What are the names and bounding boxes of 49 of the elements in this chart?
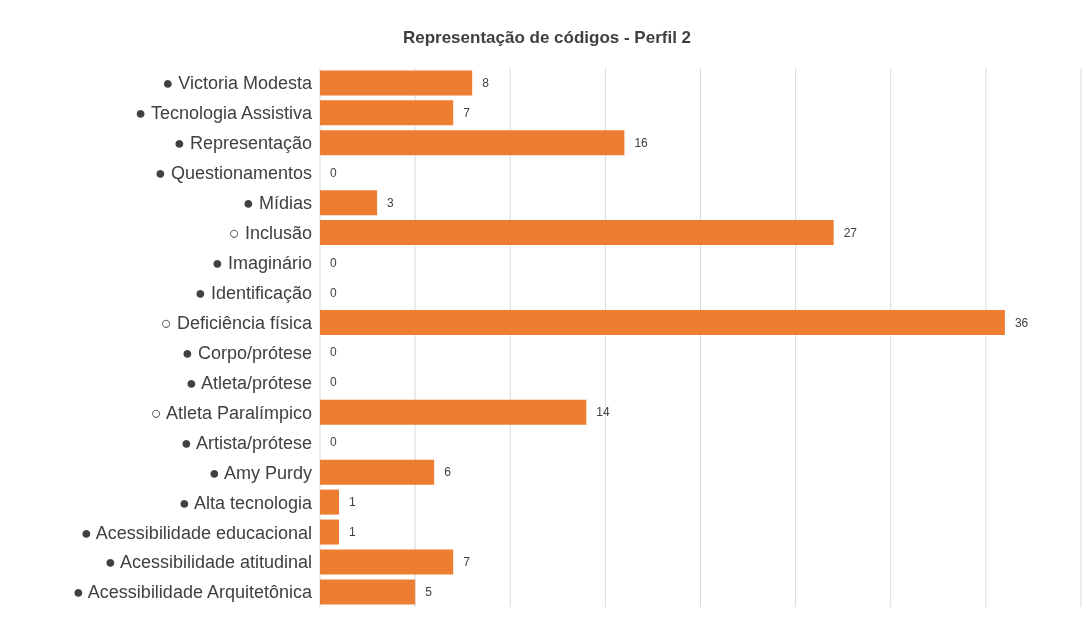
data-label: 5 xyxy=(425,585,433,600)
data-label: 3 xyxy=(387,195,395,210)
y-tick-label: ○ Inclusão xyxy=(229,223,312,244)
chart-title: Representação de códigos - Perfil 2 xyxy=(401,28,693,48)
y-tick-label: ● Mídias xyxy=(243,193,312,214)
data-label: 27 xyxy=(843,225,858,240)
bar xyxy=(320,519,340,545)
data-label: 6 xyxy=(444,465,452,480)
y-tick-label: ● Corpo/prótese xyxy=(182,342,312,363)
y-tick-label: ○ Atleta Paralímpico xyxy=(151,402,312,423)
bar xyxy=(320,130,625,156)
data-label: 8 xyxy=(482,75,490,90)
bar xyxy=(320,309,1005,335)
bar xyxy=(320,399,587,425)
data-label: 7 xyxy=(463,105,471,120)
y-tick-label: ● Acessibilidade educacional xyxy=(80,522,312,543)
bar xyxy=(320,579,416,605)
y-tick-label: ● Amy Purdy xyxy=(209,462,312,483)
data-label: 1 xyxy=(349,495,357,510)
y-tick-label: ● Artista/prótese xyxy=(181,432,312,453)
y-tick-label: ● Imaginário xyxy=(212,253,312,274)
y-tick-label: ● Alta tecnologia xyxy=(179,492,313,513)
y-tick-label: ● Acessibilidade atitudinal xyxy=(105,552,312,573)
y-tick-label: ● Questionamentos xyxy=(155,163,312,184)
bar xyxy=(320,70,473,96)
bar xyxy=(320,220,834,246)
y-tick-label: ● Atleta/prótese xyxy=(186,372,312,393)
bar xyxy=(320,549,454,575)
y-tick-label: ● Tecnologia Assistiva xyxy=(135,103,313,124)
data-label: 16 xyxy=(634,135,649,150)
data-label: 1 xyxy=(349,525,357,540)
data-label: 0 xyxy=(330,375,337,390)
data-label: 0 xyxy=(330,345,337,360)
data-label: 0 xyxy=(330,435,337,450)
bar xyxy=(320,190,378,216)
data-label: 36 xyxy=(1014,315,1029,330)
data-label: 14 xyxy=(596,405,611,420)
y-tick-label: ● Acessibilidade Arquitetônica xyxy=(72,582,313,603)
y-tick-label: ● Victoria Modesta xyxy=(162,73,313,94)
y-tick-label: ○ Deficiência física xyxy=(161,312,313,333)
bar xyxy=(320,459,435,485)
data-label: 0 xyxy=(330,285,337,300)
bar xyxy=(320,100,454,126)
bar xyxy=(320,489,340,515)
data-label: 0 xyxy=(330,255,337,270)
y-tick-label: ● Identificação xyxy=(195,282,312,303)
data-label: 7 xyxy=(463,555,471,570)
y-tick-label: ● Representação xyxy=(174,133,312,154)
data-label: 0 xyxy=(330,165,337,180)
